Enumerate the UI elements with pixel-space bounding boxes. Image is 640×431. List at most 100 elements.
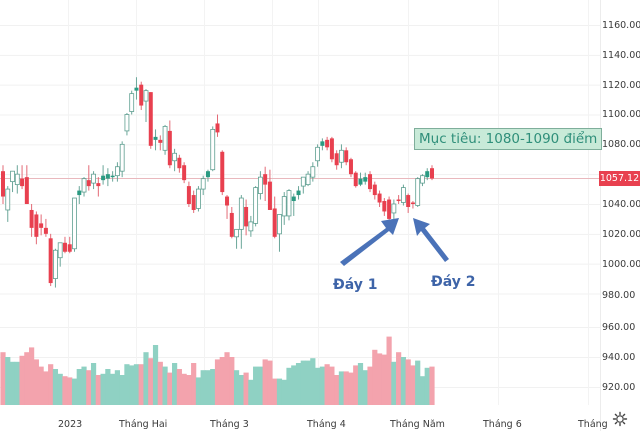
- volume-bar: [29, 347, 35, 405]
- volume-bar: [310, 358, 316, 405]
- candle-body: [39, 223, 44, 228]
- candle-body: [96, 183, 101, 187]
- volume-bar: [105, 369, 111, 405]
- candle-body: [53, 249, 58, 279]
- candle-body: [200, 178, 206, 190]
- candle-body: [5, 188, 11, 211]
- volume-bar: [410, 365, 416, 405]
- candle-body: [153, 136, 158, 140]
- time-axis[interactable]: 2023 Tháng Hai Tháng 3 Tháng 4 Tháng Năm…: [58, 419, 608, 430]
- price-label: 920.00: [602, 382, 635, 393]
- volume-bar: [291, 365, 297, 405]
- candle-body: [158, 139, 163, 143]
- price-label: 960.00: [602, 322, 635, 333]
- candle-body: [277, 214, 282, 235]
- volume-bar: [286, 367, 292, 405]
- volume-bar: [391, 361, 397, 405]
- price-label: 1100.00: [602, 109, 640, 120]
- volume-bar: [124, 364, 130, 405]
- candle-body: [91, 173, 96, 184]
- candle-body: [148, 92, 153, 146]
- candle-body: [281, 196, 287, 217]
- candle-body: [86, 180, 91, 187]
- volume-bar: [415, 360, 421, 405]
- candle-body: [234, 228, 239, 238]
- volume-bar: [176, 369, 182, 405]
- volume-bars: [0, 336, 435, 405]
- volume-bar: [81, 366, 87, 405]
- candle-body: [101, 175, 106, 181]
- price-label: 1020.00: [602, 229, 640, 240]
- volume-bar: [90, 363, 97, 405]
- volume-bar: [5, 357, 11, 405]
- gear-icon[interactable]: [612, 411, 628, 427]
- candle-body: [382, 201, 387, 212]
- candle-body: [291, 196, 296, 202]
- candle-body: [105, 174, 110, 179]
- candle-body: [377, 193, 382, 203]
- bottom2-label: Đáy 2: [431, 274, 476, 290]
- volume-bar: [219, 357, 225, 405]
- candle-body: [115, 166, 120, 177]
- time-label: Tháng Hai: [118, 419, 167, 430]
- price-candles: [1, 77, 434, 288]
- candle-body: [400, 187, 406, 203]
- volume-bar: [186, 375, 192, 405]
- volume-bar: [224, 352, 230, 405]
- volume-bar: [315, 367, 321, 405]
- candle-body: [229, 212, 234, 237]
- volume-bar: [110, 373, 116, 405]
- candle-body: [57, 242, 63, 259]
- candle-body: [34, 214, 39, 237]
- candle-body: [305, 173, 311, 186]
- candle-body: [253, 187, 259, 224]
- candle-body: [72, 197, 77, 250]
- price-label: 1120.00: [602, 80, 640, 91]
- candle-body: [29, 209, 34, 228]
- volume-bar: [24, 352, 30, 405]
- volume-bar: [272, 378, 278, 405]
- volume-bar: [62, 376, 68, 405]
- volume-bar: [338, 371, 345, 405]
- candle-body: [67, 244, 72, 252]
- volume-bar: [43, 371, 49, 405]
- candle-body: [20, 178, 25, 187]
- volume-bar: [19, 355, 25, 405]
- candle-body: [119, 143, 125, 172]
- candle-body: [257, 176, 263, 194]
- candle-body: [296, 190, 301, 196]
- candle-body: [358, 178, 363, 185]
- volume-bar: [9, 361, 16, 405]
- candle-body: [425, 171, 430, 178]
- candle-body: [430, 168, 434, 179]
- price-label: 980.00: [602, 290, 635, 301]
- volume-bar: [376, 353, 383, 405]
- price-label: 940.00: [602, 352, 635, 363]
- candle-body: [14, 173, 20, 186]
- candle-body: [372, 184, 377, 196]
- volume-bar: [205, 370, 211, 405]
- time-label: Tháng 3: [209, 419, 249, 430]
- candle-body: [310, 166, 316, 178]
- volume-bar: [295, 363, 302, 405]
- candle-body: [353, 172, 358, 187]
- volume-bar: [381, 354, 387, 405]
- candle-body: [215, 123, 220, 133]
- candle-body: [339, 149, 344, 163]
- volume-bar: [396, 352, 402, 405]
- candle-body: [348, 159, 353, 175]
- volume-bar: [214, 359, 221, 405]
- volume-bar: [300, 360, 306, 405]
- candle-body: [167, 130, 172, 166]
- candle-body: [320, 141, 325, 146]
- volume-bar: [152, 345, 159, 405]
- volume-bar: [348, 372, 354, 405]
- candle-body: [387, 199, 392, 219]
- volume-bar: [162, 366, 168, 405]
- price-axis[interactable]: 1160.00 1140.00 1120.00 1100.00 1080.00 …: [602, 20, 640, 393]
- candle-body: [238, 197, 244, 230]
- candle-body: [272, 208, 277, 237]
- volume-bar: [334, 375, 340, 405]
- candle-body: [143, 90, 149, 102]
